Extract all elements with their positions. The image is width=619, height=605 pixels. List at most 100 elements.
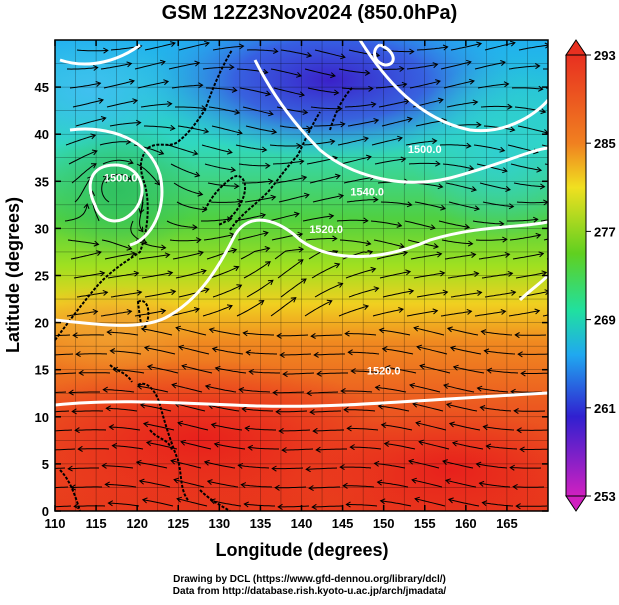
streamline-arrowhead [132, 98, 139, 105]
streamline [510, 467, 542, 469]
y-tick-label: 20 [35, 316, 49, 331]
streamline-arrowhead [160, 244, 167, 251]
streamline [511, 87, 543, 90]
streamline [246, 49, 278, 52]
streamline-arrowhead [344, 330, 350, 337]
streamline [450, 291, 482, 298]
streamline [372, 308, 404, 317]
streamline-arrowhead [127, 158, 134, 165]
streamline [136, 461, 168, 469]
streamline-arrowhead [436, 251, 443, 258]
streamline-arrowhead [142, 421, 149, 428]
streamline-arrowhead [91, 163, 97, 169]
streamline-arrowhead [342, 482, 348, 489]
streamline [106, 407, 138, 412]
streamline [311, 334, 342, 337]
streamline [55, 486, 69, 489]
streamline-arrowhead [71, 408, 77, 415]
streamline [241, 484, 273, 488]
streamline [55, 448, 76, 451]
streamline [508, 65, 540, 70]
streamline-arrowhead [167, 270, 174, 277]
streamline-arrowhead [535, 232, 542, 239]
streamline-arrowhead [282, 371, 288, 378]
streamline [280, 353, 312, 356]
streamline [375, 386, 407, 393]
streamline-arrowhead [143, 345, 150, 352]
streamline-arrowhead [432, 308, 439, 315]
streamline-arrowhead [505, 186, 511, 192]
y-axis: 0 5 10 15 20 25 30 35 40 45 [35, 80, 548, 519]
streamline-arrowhead [339, 464, 345, 471]
y-tick-label: 15 [35, 363, 49, 378]
streamline [212, 284, 242, 298]
streamline-arrowhead [272, 389, 278, 396]
x-tick-label: 120 [126, 516, 148, 531]
streamline-arrowhead [513, 408, 519, 415]
streamline-arrowhead [166, 100, 173, 108]
streamline-arrowhead [442, 289, 449, 296]
streamline-arrowhead [400, 156, 407, 163]
streamline [138, 254, 170, 260]
streamline [338, 68, 370, 74]
streamline [448, 201, 480, 210]
streamline-arrowhead [75, 351, 81, 358]
streamline-arrowhead [138, 478, 145, 485]
streamline-arrowhead [476, 41, 483, 48]
streamline [67, 67, 98, 70]
streamline [144, 42, 176, 51]
streamline [440, 310, 472, 317]
streamline [180, 441, 212, 450]
streamline [55, 334, 71, 337]
streamline [479, 482, 511, 488]
streamline-arrowhead [146, 364, 153, 371]
streamline [172, 251, 204, 260]
streamline [203, 234, 235, 241]
streamline-arrowhead [519, 446, 525, 453]
streamline-arrowhead [452, 364, 459, 371]
streamline-arrowhead [226, 304, 233, 310]
streamline-arrowhead [129, 78, 135, 85]
streamline-arrowhead [126, 61, 133, 68]
streamline-arrowhead [517, 351, 523, 358]
streamline-arrowhead [468, 165, 475, 171]
x-tick-label: 160 [455, 516, 477, 531]
streamline-arrowhead [241, 406, 248, 413]
streamline-arrowhead [203, 287, 210, 294]
streamline [107, 272, 139, 279]
streamline-arrowhead [416, 344, 422, 351]
streamline-arrowhead [180, 439, 187, 446]
streamline [337, 137, 369, 146]
streamline [143, 423, 175, 431]
streamline [302, 215, 334, 222]
streamline [277, 334, 309, 337]
streamline-arrowhead [164, 252, 171, 259]
streamline-arrowhead [442, 44, 449, 51]
streamline-arrowhead [96, 250, 102, 256]
streamline [176, 498, 208, 507]
streamline [442, 460, 474, 469]
streamline-arrowhead [306, 52, 313, 58]
streamline [520, 448, 548, 450]
streamline [406, 310, 438, 317]
streamline-arrowhead [197, 190, 204, 197]
streamline-arrowhead [276, 332, 282, 339]
streamline [447, 272, 479, 279]
streamline-arrowhead [399, 65, 405, 72]
streamline-arrowhead [112, 366, 119, 373]
streamline [405, 140, 437, 146]
streamline [70, 251, 102, 260]
streamline [237, 232, 269, 241]
streamline-arrowhead [126, 175, 132, 182]
credits: Drawing by DCL (https://www.gfd-dennou.o… [0, 574, 619, 598]
streamline [238, 464, 270, 469]
streamline [310, 106, 342, 110]
streamline [311, 263, 340, 279]
streamline-arrowhead [178, 344, 185, 351]
streamline-arrowhead [95, 81, 102, 87]
streamline [380, 500, 412, 507]
streamline-arrowhead [226, 216, 233, 223]
streamline [540, 219, 548, 222]
y-tick-label: 45 [35, 80, 49, 95]
streamline-arrowhead [418, 439, 424, 446]
